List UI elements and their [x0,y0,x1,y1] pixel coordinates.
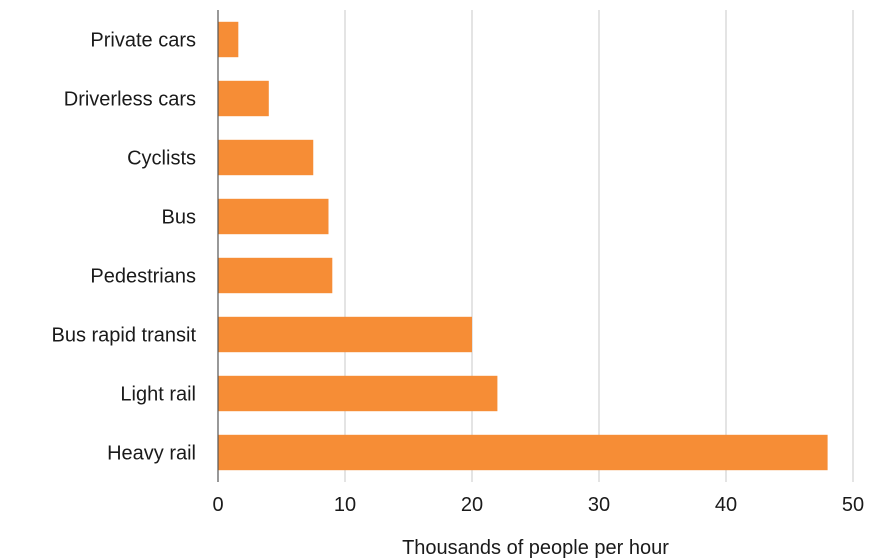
bar [218,257,333,294]
category-label: Private cars [90,30,196,52]
bar [218,80,269,117]
x-tick-label: 40 [715,494,737,516]
bar [218,375,498,412]
bar [218,21,239,58]
category-label: Heavy rail [107,443,196,465]
category-label: Driverless cars [64,89,196,111]
x-tick-label: 30 [588,494,610,516]
bar [218,198,329,235]
category-label: Bus rapid transit [51,325,196,347]
category-label: Bus [162,207,196,229]
x-tick-label: 50 [842,494,864,516]
category-label: Light rail [120,384,196,406]
x-tick-labels: 0 10 20 30 40 50 [212,494,864,516]
category-label: Cyclists [127,148,196,170]
bar [218,139,314,176]
bar [218,316,472,353]
x-tick-label: 0 [212,494,223,516]
bar [218,434,828,471]
bars [218,21,828,471]
x-axis-title: Thousands of people per hour [402,537,669,559]
category-labels: Private cars Driverless cars Cyclists Bus Pe… [51,30,196,465]
category-label: Pedestrians [90,266,196,288]
x-tick-label: 20 [461,494,483,516]
x-tick-label: 10 [334,494,356,516]
gridlines [344,10,854,482]
